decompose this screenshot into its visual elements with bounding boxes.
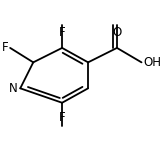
Text: N: N: [9, 82, 18, 95]
Text: F: F: [59, 26, 66, 39]
Text: F: F: [59, 111, 66, 124]
Text: F: F: [2, 41, 9, 54]
Text: O: O: [112, 26, 122, 39]
Text: OH: OH: [143, 56, 161, 69]
